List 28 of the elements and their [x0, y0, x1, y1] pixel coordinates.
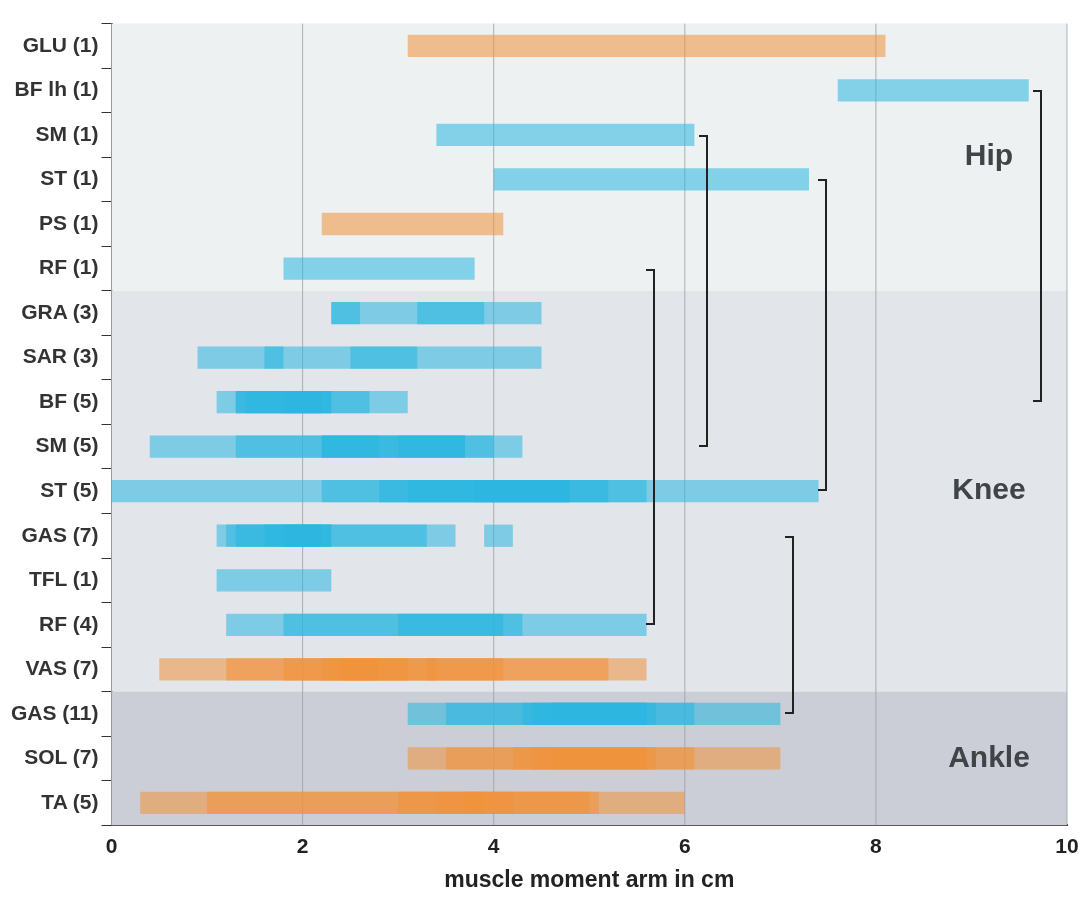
y-tick-label: RF (1)	[39, 255, 99, 279]
y-tick-label: BF lh (1)	[14, 77, 99, 101]
y-tick-label: SM (1)	[35, 121, 99, 145]
y-tick-label: BF (5)	[39, 388, 99, 412]
y-tick-label: GAS (11)	[11, 700, 99, 724]
y-tick-label: TA (5)	[41, 789, 99, 813]
band-label: Hip	[964, 138, 1014, 172]
x-tick-label: 8	[870, 833, 883, 857]
band-label: Knee	[952, 472, 1026, 506]
x-tick-label: 6	[678, 833, 691, 857]
y-tick-label: GAS (7)	[21, 522, 99, 546]
x-tick-label: 4	[487, 833, 500, 857]
y-tick-label: PS (1)	[39, 210, 99, 234]
x-tick-label: 0	[105, 833, 118, 857]
y-tick-label: ST (1)	[40, 166, 99, 190]
y-tick-label: GRA (3)	[21, 299, 99, 323]
y-tick-label: SAR (3)	[22, 344, 99, 368]
x-axis-title: muscle moment arm in cm	[444, 865, 735, 892]
y-tick-label: SOL (7)	[24, 745, 99, 769]
y-tick-label: GLU (1)	[22, 32, 99, 56]
x-tick-label: 2	[296, 833, 309, 857]
y-tick-label: ST (5)	[40, 478, 99, 501]
y-tick-label: RF (4)	[39, 611, 99, 635]
band-label: Ankle	[948, 739, 1030, 773]
x-tick-label: 10	[1055, 833, 1079, 857]
y-tick-label: TFL (1)	[28, 567, 99, 591]
y-tick-label: SM (5)	[35, 433, 99, 457]
y-tick-label: VAS (7)	[25, 656, 99, 680]
